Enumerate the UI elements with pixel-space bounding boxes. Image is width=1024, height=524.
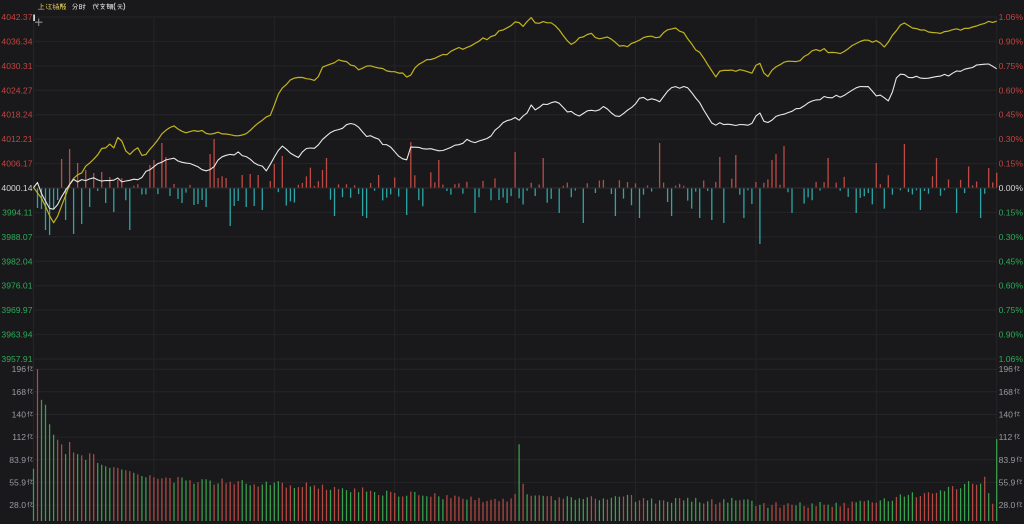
svg-text:196: 196 bbox=[999, 364, 1014, 374]
svg-text:196: 196 bbox=[12, 364, 27, 374]
svg-text:4042.37: 4042.37 bbox=[1, 12, 32, 22]
svg-text:4006.17: 4006.17 bbox=[1, 159, 32, 169]
svg-text:0.90%: 0.90% bbox=[999, 330, 1024, 340]
svg-text:3963.94: 3963.94 bbox=[1, 330, 32, 340]
svg-text:3982.04: 3982.04 bbox=[1, 256, 32, 266]
svg-text:0.00%: 0.00% bbox=[999, 183, 1024, 193]
svg-text:4018.24: 4018.24 bbox=[1, 110, 32, 120]
svg-text:4000.14: 4000.14 bbox=[1, 183, 32, 193]
svg-text:0.45%: 0.45% bbox=[999, 256, 1024, 266]
svg-text:0.60%: 0.60% bbox=[999, 281, 1024, 291]
svg-text:140: 140 bbox=[999, 410, 1014, 420]
svg-text:0.75%: 0.75% bbox=[999, 305, 1024, 315]
svg-text:112: 112 bbox=[999, 432, 1013, 442]
svg-text:3957.91: 3957.91 bbox=[1, 354, 32, 364]
svg-text:0.30%: 0.30% bbox=[999, 232, 1024, 242]
svg-text:3988.07: 3988.07 bbox=[1, 232, 32, 242]
svg-text:3994.11: 3994.11 bbox=[2, 207, 33, 217]
svg-text:0.60%: 0.60% bbox=[999, 85, 1024, 95]
svg-text:0.90%: 0.90% bbox=[999, 36, 1024, 46]
svg-text:4012.21: 4012.21 bbox=[1, 134, 32, 144]
svg-text:140: 140 bbox=[12, 410, 27, 420]
svg-text:28.0: 28.0 bbox=[999, 500, 1016, 510]
svg-text:1.06%: 1.06% bbox=[999, 12, 1024, 22]
svg-text:4024.27: 4024.27 bbox=[1, 85, 32, 95]
svg-text:83.9: 83.9 bbox=[999, 455, 1016, 465]
svg-text:0.15%: 0.15% bbox=[999, 159, 1024, 169]
svg-text:0.45%: 0.45% bbox=[999, 110, 1024, 120]
svg-text:55.9: 55.9 bbox=[999, 477, 1016, 487]
svg-text:0.75%: 0.75% bbox=[999, 61, 1024, 71]
svg-text:168: 168 bbox=[12, 387, 27, 397]
svg-text:168: 168 bbox=[999, 387, 1014, 397]
svg-text:83.9: 83.9 bbox=[9, 455, 26, 465]
svg-text:0.15%: 0.15% bbox=[999, 207, 1024, 217]
svg-text:28.0: 28.0 bbox=[9, 500, 26, 510]
svg-text:3969.97: 3969.97 bbox=[1, 305, 32, 315]
svg-text:4036.34: 4036.34 bbox=[1, 36, 32, 46]
svg-text:0.30%: 0.30% bbox=[999, 134, 1024, 144]
svg-text:112: 112 bbox=[12, 432, 26, 442]
svg-text:1.06%: 1.06% bbox=[999, 354, 1024, 364]
svg-text:3976.01: 3976.01 bbox=[1, 281, 32, 291]
svg-text:55.9: 55.9 bbox=[9, 477, 26, 487]
svg-text:4030.31: 4030.31 bbox=[1, 61, 32, 71]
